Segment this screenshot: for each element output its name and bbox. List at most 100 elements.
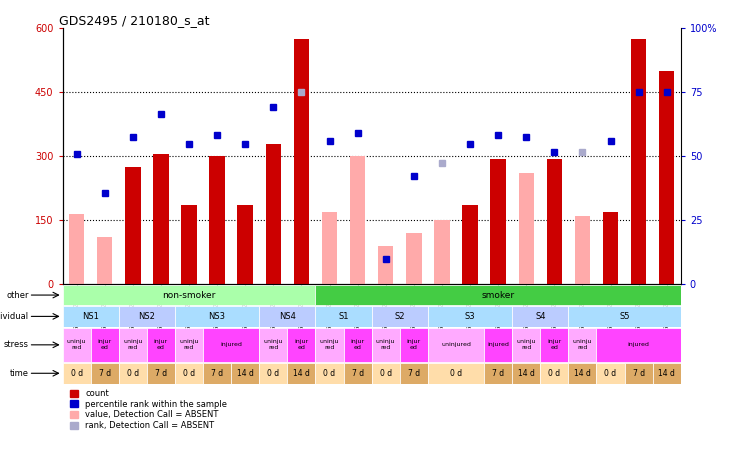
Bar — [316, 285, 681, 305]
Text: S5: S5 — [620, 312, 630, 321]
Bar — [484, 328, 512, 362]
Text: injur
ed: injur ed — [154, 339, 168, 350]
Bar — [91, 328, 118, 362]
Bar — [596, 363, 625, 383]
Text: 7 d: 7 d — [352, 369, 364, 378]
Text: injured: injured — [220, 342, 242, 347]
Text: time: time — [10, 369, 29, 378]
Text: NS1: NS1 — [82, 312, 99, 321]
Bar — [344, 328, 372, 362]
Bar — [568, 363, 596, 383]
Bar — [322, 212, 337, 284]
Bar — [428, 363, 484, 383]
Text: uninju
red: uninju red — [573, 339, 592, 350]
Text: 7 d: 7 d — [408, 369, 420, 378]
Bar — [490, 158, 506, 284]
Text: 0 d: 0 d — [450, 369, 462, 378]
Text: injur
ed: injur ed — [350, 339, 365, 350]
Text: injur
ed: injur ed — [548, 339, 562, 350]
Bar — [400, 363, 428, 383]
Bar — [118, 328, 147, 362]
Bar — [231, 363, 259, 383]
Bar — [540, 328, 568, 362]
Bar — [175, 328, 203, 362]
Text: other: other — [6, 291, 29, 300]
Bar — [428, 328, 484, 362]
Bar — [181, 206, 197, 284]
Text: uninju
red: uninju red — [376, 339, 395, 350]
Text: S2: S2 — [394, 312, 405, 321]
Bar — [625, 363, 653, 383]
Text: uninju
red: uninju red — [517, 339, 536, 350]
Text: 14 d: 14 d — [293, 369, 310, 378]
Text: injur
ed: injur ed — [407, 339, 421, 350]
Bar — [344, 363, 372, 383]
Text: 0 d: 0 d — [548, 369, 560, 378]
Bar — [316, 306, 372, 327]
Text: uninju
red: uninju red — [180, 339, 199, 350]
Text: uninjured: uninjured — [441, 342, 471, 347]
Bar — [259, 328, 287, 362]
Text: NS4: NS4 — [279, 312, 296, 321]
Bar — [175, 363, 203, 383]
Bar — [69, 214, 85, 284]
Text: injured: injured — [628, 342, 650, 347]
Bar — [203, 363, 231, 383]
Bar — [259, 306, 316, 327]
Text: uninju
red: uninju red — [319, 339, 339, 350]
Bar — [97, 237, 113, 284]
Bar — [540, 363, 568, 383]
Bar — [294, 39, 309, 284]
Text: uninju
red: uninju red — [263, 339, 283, 350]
Text: individual: individual — [0, 312, 29, 321]
Text: injur
ed: injur ed — [98, 339, 112, 350]
Bar — [372, 363, 400, 383]
Bar — [147, 328, 175, 362]
Text: 7 d: 7 d — [492, 369, 504, 378]
Bar — [287, 363, 316, 383]
Bar — [400, 328, 428, 362]
Bar — [209, 156, 225, 284]
Bar — [518, 173, 534, 284]
Bar — [434, 220, 450, 284]
Bar — [512, 363, 540, 383]
Text: 0 d: 0 d — [127, 369, 139, 378]
Bar — [568, 328, 596, 362]
Bar — [125, 167, 141, 284]
Bar — [484, 363, 512, 383]
Bar — [512, 306, 568, 327]
Bar — [659, 71, 674, 284]
Text: NS3: NS3 — [208, 312, 226, 321]
Bar — [287, 328, 316, 362]
Text: smoker: smoker — [481, 291, 514, 300]
Text: injured: injured — [487, 342, 509, 347]
Bar — [118, 306, 175, 327]
Bar — [153, 155, 169, 284]
Bar — [428, 306, 512, 327]
Text: 14 d: 14 d — [574, 369, 591, 378]
Text: non-smoker: non-smoker — [163, 291, 216, 300]
Bar — [316, 363, 344, 383]
Text: 0 d: 0 d — [71, 369, 82, 378]
Bar — [568, 306, 681, 327]
Text: GDS2495 / 210180_s_at: GDS2495 / 210180_s_at — [60, 14, 210, 27]
Bar — [378, 246, 394, 284]
Text: 0 d: 0 d — [604, 369, 617, 378]
Bar — [547, 158, 562, 284]
Text: 0 d: 0 d — [267, 369, 280, 378]
Text: 0 d: 0 d — [183, 369, 195, 378]
Text: 7 d: 7 d — [99, 369, 111, 378]
Bar — [266, 144, 281, 284]
Bar — [350, 156, 365, 284]
Bar — [63, 363, 91, 383]
Bar — [63, 328, 91, 362]
Text: 14 d: 14 d — [237, 369, 254, 378]
Text: stress: stress — [4, 340, 29, 349]
Bar — [147, 363, 175, 383]
Text: 0 d: 0 d — [323, 369, 336, 378]
Bar — [238, 206, 253, 284]
Bar — [63, 285, 316, 305]
Bar — [118, 363, 147, 383]
Bar — [653, 363, 681, 383]
Legend: count, percentile rank within the sample, value, Detection Call = ABSENT, rank, : count, percentile rank within the sample… — [67, 386, 230, 433]
